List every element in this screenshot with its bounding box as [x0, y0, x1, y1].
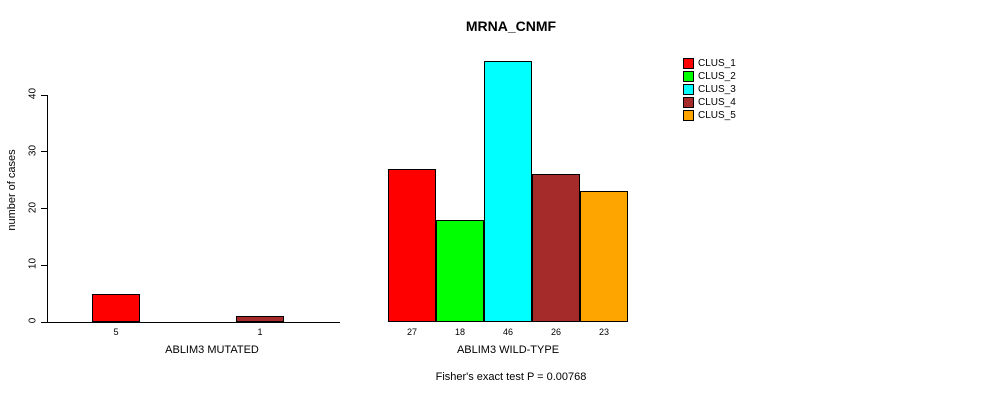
- legend: CLUS_1 CLUS_2 CLUS_3 CLUS_4 CLUS_5: [683, 57, 736, 122]
- legend-item: CLUS_5: [683, 109, 736, 122]
- legend-item: CLUS_2: [683, 70, 736, 83]
- legend-item: CLUS_1: [683, 57, 736, 70]
- legend-swatch: [683, 97, 694, 108]
- legend-swatch: [683, 71, 694, 82]
- y-axis-tick: [41, 208, 47, 209]
- x-category-label: ABLIM3 WILD-TYPE: [456, 344, 560, 356]
- y-axis-tick: [41, 151, 47, 153]
- bar-clus_2: [436, 220, 484, 322]
- legend-label: CLUS_3: [698, 84, 736, 95]
- legend-label: CLUS_1: [698, 58, 736, 69]
- y-axis-tick: [41, 94, 47, 96]
- y-axis-tick: [41, 321, 47, 323]
- bar-clus_1: [388, 169, 436, 322]
- bar-value-label: 1: [257, 327, 263, 337]
- y-axis-line: [47, 95, 48, 323]
- bar-value-label: 18: [454, 327, 465, 337]
- bar-value-label: 26: [550, 327, 561, 337]
- chart-title: MRNA_CNMF: [465, 18, 557, 34]
- bar-clus_4: [236, 316, 284, 322]
- bar-clus_3: [484, 61, 532, 322]
- y-axis-tick-label: 30: [27, 144, 39, 156]
- legend-item: CLUS_4: [683, 96, 736, 109]
- y-axis-tick-label: 10: [27, 258, 39, 270]
- legend-label: CLUS_5: [698, 110, 736, 121]
- legend-item: CLUS_3: [683, 83, 736, 96]
- legend-label: CLUS_2: [698, 71, 736, 82]
- y-axis-tick: [41, 264, 47, 266]
- y-axis-label: number of cases: [6, 149, 18, 231]
- bar-value-label: 46: [502, 327, 513, 337]
- y-axis-tick-label: 0: [27, 317, 39, 324]
- x-baseline: [47, 322, 340, 323]
- bar-clus_1: [92, 294, 140, 322]
- y-axis-tick-label: 20: [27, 201, 39, 213]
- legend-label: CLUS_4: [698, 97, 736, 108]
- bar-value-label: 23: [598, 327, 609, 337]
- bar-value-label: 5: [113, 327, 119, 337]
- legend-swatch: [683, 110, 694, 121]
- legend-swatch: [683, 84, 694, 95]
- x-category-label: ABLIM3 MUTATED: [165, 344, 259, 356]
- bar-value-label: 27: [406, 327, 417, 337]
- y-axis-tick-label: 40: [27, 87, 39, 100]
- subtitle-text: Fisher's exact test P = 0.00768: [435, 371, 587, 383]
- legend-swatch: [683, 58, 694, 69]
- bar-clus_5: [580, 191, 628, 322]
- bar-clus_4: [532, 174, 580, 322]
